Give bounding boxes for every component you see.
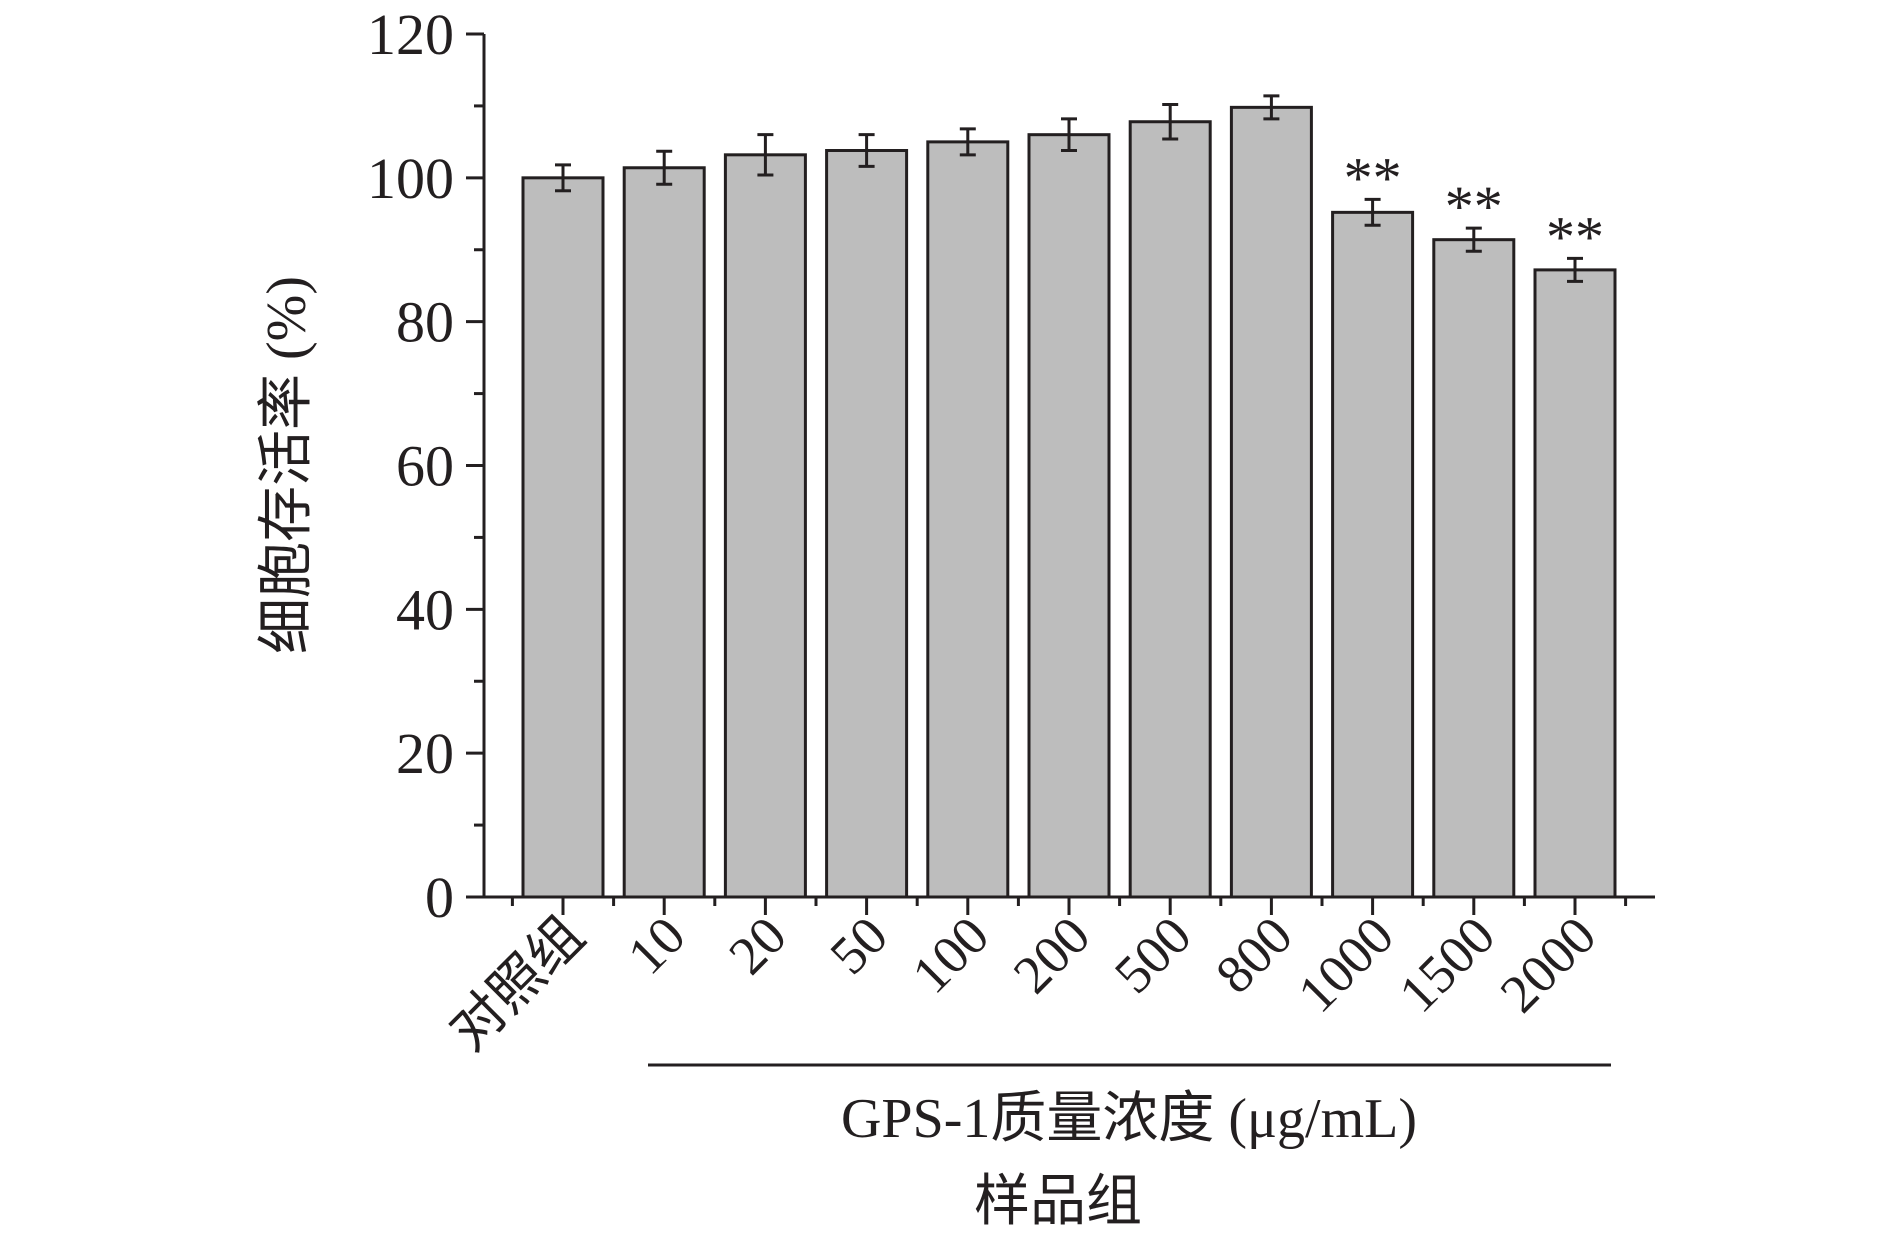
x-axis-title: 样品组 bbox=[974, 1171, 1142, 1233]
y-tick-label: 120 bbox=[367, 2, 454, 67]
y-tick-label: 60 bbox=[396, 434, 454, 499]
significance-label: ** bbox=[1344, 145, 1402, 210]
x-tick-label: 对照组 bbox=[439, 905, 596, 1062]
x-tick-label: 1000 bbox=[1286, 905, 1405, 1024]
bar bbox=[1027, 133, 1111, 899]
bars bbox=[521, 105, 1617, 899]
y-tick-label: 40 bbox=[396, 577, 454, 642]
bar bbox=[1229, 105, 1313, 899]
bar bbox=[1432, 238, 1516, 899]
y-tick-label: 20 bbox=[396, 721, 454, 786]
y-tick-label: 80 bbox=[396, 290, 454, 355]
y-tick-label: 100 bbox=[367, 146, 454, 211]
y-axis-title: 细胞存活率 (%) bbox=[256, 276, 318, 654]
bar bbox=[825, 149, 909, 899]
x-tick-label: 800 bbox=[1204, 905, 1304, 1005]
x-tick-label: 50 bbox=[818, 905, 899, 986]
x-tick-label: 1500 bbox=[1387, 905, 1506, 1024]
significance-label: ** bbox=[1546, 204, 1604, 269]
axes bbox=[482, 34, 1655, 915]
bar bbox=[622, 166, 706, 899]
bar bbox=[1128, 120, 1212, 899]
bar bbox=[1533, 268, 1617, 899]
significance-label: ** bbox=[1445, 174, 1503, 239]
x-tick-label: 10 bbox=[616, 905, 697, 986]
bar bbox=[521, 176, 605, 899]
bar bbox=[723, 153, 807, 899]
x-tick-label: 200 bbox=[1002, 905, 1102, 1005]
y-tick-label: 0 bbox=[425, 865, 454, 930]
y-axis-ticks: 0 20 40 60 80 100 120 bbox=[367, 2, 484, 930]
x-tick-label: 2000 bbox=[1489, 905, 1608, 1024]
x-tick-label: 100 bbox=[901, 905, 1001, 1005]
bar bbox=[926, 140, 1010, 899]
x-tick-label: 500 bbox=[1103, 905, 1203, 1005]
significance-marks: ** ** ** bbox=[1344, 145, 1604, 269]
bar bbox=[1331, 210, 1415, 899]
x-group-title: GPS-1质量浓度 (μg/mL) bbox=[841, 1088, 1417, 1150]
error-bars bbox=[555, 94, 1583, 283]
x-tick-label: 20 bbox=[717, 905, 798, 986]
